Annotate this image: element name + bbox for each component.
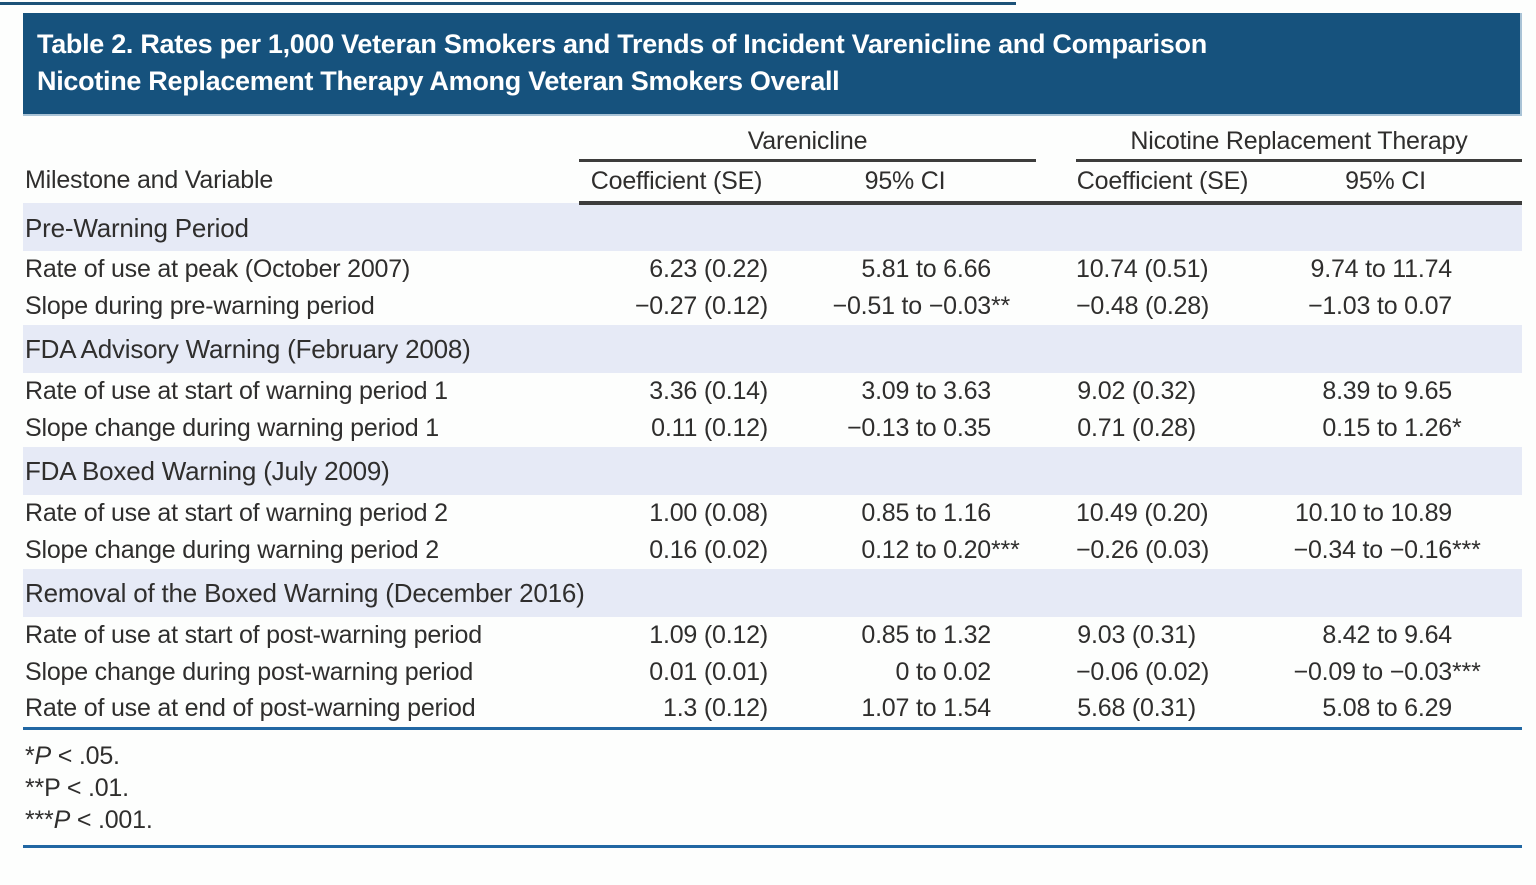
- table-row: Slope during pre-warning period −0.27 (0.…: [23, 288, 1522, 325]
- varenicline-ci-value: −0.51 to −0.03**: [832, 292, 1011, 320]
- row-label: Rate of use at start of post-warning per…: [25, 621, 482, 649]
- p-symbol: P: [34, 741, 52, 770]
- varenicline-coef-se-value: 1.3 (0.12): [579, 691, 774, 730]
- nrt-ci-value: −1.03 to 0.07: [1307, 292, 1453, 320]
- table-row: Slope change during post-warning period 0…: [23, 654, 1522, 691]
- table-body: Pre-Warning Period Rate of use at peak (O…: [23, 203, 1523, 730]
- table-row: Rate of use at start of warning period 1…: [23, 373, 1522, 410]
- table-title-line1: Table 2. Rates per 1,000 Veteran Smokers…: [37, 29, 1207, 59]
- column-header-row: Coefficient (SE) 95% CI Coefficient (SE)…: [23, 160, 1523, 205]
- table-row: Slope change during warning period 2 0.16…: [23, 532, 1522, 569]
- table-title-bar: Table 2. Rates per 1,000 Veteran Smokers…: [23, 13, 1522, 116]
- row-label: Rate of use at end of post-warning perio…: [23, 691, 579, 730]
- varenicline-ci-value: 0 to 0.02: [895, 658, 992, 686]
- varenicline-ci-value: −0.13 to 0.35: [846, 414, 992, 442]
- column-header-milestone: Milestone and Variable: [25, 166, 274, 194]
- nrt-ci-value: 9.74 to 11.74: [1310, 255, 1453, 283]
- nrt-ci-value: 5.08 to 6.29: [1249, 691, 1523, 730]
- p-symbol: P: [44, 773, 61, 802]
- table-figure: Table 2. Rates per 1,000 Veteran Smokers…: [23, 13, 1523, 848]
- table-title-line2: Nicotine Replacement Therapy Among Veter…: [37, 66, 840, 96]
- varenicline-coef-se-value: 0.16 (0.02): [649, 536, 768, 564]
- footnote: ***P < .001.: [25, 805, 153, 834]
- column-gap: [1036, 532, 1076, 569]
- nrt-coef-se-value: 9.03 (0.31): [1077, 621, 1197, 649]
- top-page-rule: [0, 2, 1016, 5]
- varenicline-coef-se-value: 3.36 (0.14): [649, 377, 768, 405]
- footnote: *P < .05.: [25, 741, 120, 770]
- footnotes: *P < .05. **P < .01. ***P < .001.: [23, 730, 1522, 836]
- row-label: Slope change during post-warning period: [25, 658, 474, 686]
- section-title: FDA Advisory Warning (February 2008): [23, 325, 1523, 373]
- nrt-coef-se-value: −0.26 (0.03): [1076, 536, 1210, 564]
- table-row: Rate of use at end of post-warning perio…: [23, 691, 1523, 730]
- varenicline-coef-se-value: 1.09 (0.12): [649, 621, 768, 649]
- results-table: Milestone and Variable Varenicline Nicot…: [23, 122, 1523, 730]
- varenicline-ci-value: 0.12 to 0.20***: [861, 536, 1020, 564]
- nrt-ci-value: 8.39 to 9.65: [1322, 377, 1453, 405]
- group-header-nrt: Nicotine Replacement Therapy: [1076, 122, 1523, 162]
- section-title: FDA Boxed Warning (July 2009): [23, 447, 1523, 495]
- section-header-row: Pre-Warning Period: [23, 203, 1523, 251]
- group-header-row: Milestone and Variable Varenicline Nicot…: [23, 122, 1523, 194]
- varenicline-coef-se-value: −0.27 (0.12): [634, 292, 768, 320]
- nrt-ci-value: −0.34 to −0.16***: [1293, 536, 1481, 564]
- table-head: Milestone and Variable Varenicline Nicot…: [23, 122, 1523, 205]
- row-label: Rate of use at peak (October 2007): [25, 255, 411, 283]
- section-header-row: FDA Boxed Warning (July 2009): [23, 447, 1523, 495]
- section-header-row: FDA Advisory Warning (February 2008): [23, 325, 1523, 373]
- column-gap: [1036, 410, 1076, 447]
- column-gap: [1036, 288, 1076, 325]
- nrt-coef-se-value: 0.71 (0.28): [1077, 414, 1197, 442]
- nrt-coef-se-value: 10.74 (0.51): [1076, 255, 1209, 283]
- varenicline-ci-value: 5.81 to 6.66: [861, 255, 992, 283]
- varenicline-ci-value: 0.85 to 1.32: [861, 621, 992, 649]
- table-row: Rate of use at start of post-warning per…: [23, 617, 1522, 654]
- row-label: Rate of use at start of warning period 1: [25, 377, 448, 405]
- column-gap: [1036, 691, 1077, 730]
- column-header-gap: [1036, 160, 1077, 205]
- varenicline-ci-value: 0.85 to 1.16: [861, 499, 992, 527]
- varenicline-ci-value: 3.09 to 3.63: [861, 377, 992, 405]
- varenicline-coef-se-value: 6.23 (0.22): [649, 255, 768, 283]
- column-gap: [1036, 654, 1076, 691]
- column-header-ci-varenicline: 95% CI: [774, 160, 1037, 205]
- table-row: Rate of use at start of warning period 2…: [23, 495, 1522, 532]
- table-row: Slope change during warning period 1 0.11…: [23, 410, 1522, 447]
- nrt-coef-se-value: 9.02 (0.32): [1077, 377, 1197, 405]
- nrt-ci-value: 10.10 to 10.89: [1294, 499, 1453, 527]
- nrt-coef-se-value: 10.49 (0.20): [1076, 499, 1209, 527]
- varenicline-coef-se-value: 1.00 (0.08): [649, 499, 768, 527]
- bottom-page-rule: [23, 844, 1522, 848]
- varenicline-coef-se-value: 0.01 (0.01): [649, 658, 768, 686]
- nrt-coef-se-value: −0.06 (0.02): [1076, 658, 1210, 686]
- column-gap: [1036, 373, 1076, 410]
- column-gap: [1036, 617, 1076, 654]
- section-header-row: Removal of the Boxed Warning (December 2…: [23, 569, 1523, 617]
- nrt-ci-value: −0.09 to −0.03***: [1293, 658, 1481, 686]
- row-label: Slope during pre-warning period: [25, 292, 375, 320]
- column-header-coef-se-varenicline: Coefficient (SE): [579, 160, 774, 205]
- column-header-ci-nrt: 95% CI: [1249, 160, 1523, 205]
- group-header-varenicline: Varenicline: [579, 122, 1037, 162]
- row-label: Slope change during warning period 2: [25, 536, 439, 564]
- section-title: Pre-Warning Period: [23, 203, 1523, 251]
- column-gap: [1036, 251, 1076, 288]
- p-symbol: P: [53, 805, 71, 834]
- section-title: Removal of the Boxed Warning (December 2…: [23, 569, 1523, 617]
- table-row: Rate of use at peak (October 2007) 6.23 (…: [23, 251, 1522, 288]
- column-header-coef-se-nrt: Coefficient (SE): [1076, 160, 1250, 205]
- group-header-gap: [1036, 122, 1076, 160]
- column-gap: [1036, 495, 1076, 532]
- nrt-ci-value: 0.15 to 1.26*: [1322, 414, 1462, 442]
- nrt-coef-se-value: −0.48 (0.28): [1076, 292, 1210, 320]
- varenicline-coef-se-value: 0.11 (0.12): [651, 414, 768, 442]
- nrt-coef-se-value: 5.68 (0.31): [1076, 691, 1250, 730]
- row-label: Slope change during warning period 1: [25, 414, 439, 442]
- nrt-ci-value: 8.42 to 9.64: [1322, 621, 1453, 649]
- varenicline-ci-value: 1.07 to 1.54: [774, 691, 1037, 730]
- footnote: **P < .01.: [25, 773, 129, 802]
- row-label: Rate of use at start of warning period 2: [25, 499, 448, 527]
